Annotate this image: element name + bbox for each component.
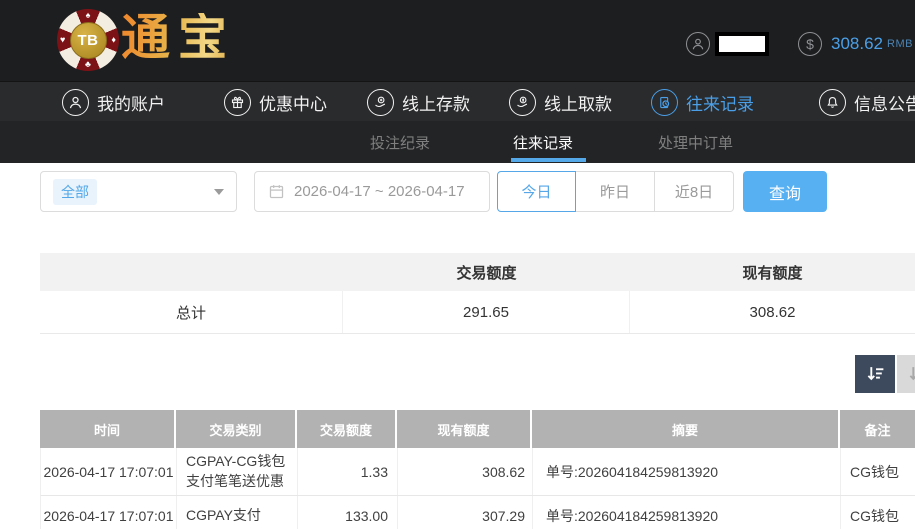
col-header-type: 交易类别 (176, 410, 297, 448)
nav-label: 往来记录 (686, 94, 754, 114)
active-tab-underline (511, 158, 586, 162)
withdraw-icon (509, 88, 536, 116)
tab-betting-records[interactable]: 投注纪录 (370, 134, 431, 152)
cell-amount: 1.33 (298, 448, 398, 496)
query-button[interactable]: 查询 (743, 171, 827, 212)
sort-descending-button[interactable] (855, 355, 895, 393)
summary-header-balance: 现有额度 (742, 264, 803, 282)
type-select[interactable]: 全部 (40, 171, 237, 212)
nav-item-transaction-records[interactable]: 往来记录 (651, 82, 754, 122)
cell-note: CG钱包 (850, 463, 899, 480)
tab-processing-orders[interactable]: 处理中订单 (658, 134, 734, 152)
summary-table: 交易额度 现有额度 总计 291.65 308.62 (40, 253, 915, 334)
nav-label: 线上存款 (402, 94, 470, 114)
cell-balance: 307.29 (398, 496, 533, 529)
tab-transaction-records[interactable]: 往来记录 (513, 134, 574, 152)
nav-item-promotions[interactable]: 优惠中心 (224, 82, 327, 122)
wallet-balance: $ 308.62 RMB (798, 32, 913, 56)
records-header-row: 时间 交易类别 交易额度 现有额度 摘要 备注 (40, 410, 915, 448)
diamond-icon: ♦ (111, 34, 116, 45)
records-table: 时间 交易类别 交易额度 现有额度 摘要 备注 2026-04-17 17:07… (40, 410, 915, 529)
col-header-time: 时间 (40, 410, 176, 448)
records-icon (651, 88, 678, 116)
nav-label: 我的账户 (97, 94, 165, 114)
account-menu[interactable] (686, 32, 769, 56)
user-icon (62, 88, 89, 116)
summary-total-label: 总计 (40, 291, 343, 333)
nav-item-my-account[interactable]: 我的账户 (62, 82, 165, 122)
redacted-username (715, 32, 769, 56)
date-range-value: 2026-04-17 ~ 2026-04-17 (294, 183, 465, 200)
summary-current-amount: 308.62 (749, 303, 796, 321)
gift-icon (224, 88, 251, 116)
logo-monogram: TB (69, 21, 107, 59)
cell-amount: 133.00 (298, 496, 398, 529)
sort-ascending-button[interactable] (897, 355, 915, 393)
cell-note: CG钱包 (850, 508, 899, 525)
sub-nav: 投注纪录 往来记录 处理中订单 (0, 121, 915, 163)
nav-item-online-deposit[interactable]: 线上存款 (367, 82, 470, 122)
quick-range-group: 今日 昨日 近8日 (497, 171, 734, 212)
balance-amount: 308.62 (831, 34, 883, 53)
top-header: ♠ ♦ ♣ ♥ TB 通宝 $ 308.62 RMB (0, 0, 915, 81)
col-header-amount: 交易额度 (297, 410, 397, 448)
cell-type: CGPAY-CG钱包支付笔笔送优惠 (177, 448, 298, 496)
cell-balance: 308.62 (398, 448, 533, 496)
summary-header-transaction: 交易额度 (456, 264, 517, 282)
money-icon: $ (798, 32, 822, 56)
summary-transaction-amount: 291.65 (343, 291, 630, 333)
table-row: 2026-04-17 17:07:01 CGPAY-CG钱包支付笔笔送优惠 1.… (40, 448, 915, 497)
casino-chip-logo-icon[interactable]: ♠ ♦ ♣ ♥ TB (57, 9, 119, 71)
cell-time: 2026-04-17 17:07:01 (41, 448, 177, 496)
club-icon: ♣ (85, 59, 91, 69)
date-range-picker[interactable]: 2026-04-17 ~ 2026-04-17 (254, 171, 490, 212)
nav-label: 优惠中心 (259, 94, 327, 114)
summary-total-row: 总计 291.65 308.62 (40, 291, 915, 334)
cell-time: 2026-04-17 17:07:01 (41, 496, 177, 529)
range-today-button[interactable]: 今日 (497, 171, 576, 212)
heart-icon: ♥ (60, 34, 66, 45)
cell-summary: 单号:202604184259813920 (533, 496, 841, 529)
chevron-down-icon (214, 188, 224, 195)
deposit-icon (367, 88, 394, 116)
type-selected-tag: 全部 (53, 178, 97, 205)
nav-item-announcements[interactable]: 信息公告 (819, 82, 915, 122)
calendar-icon (268, 183, 285, 200)
main-nav: 我的账户 优惠中心 线上存款 (0, 81, 915, 121)
bell-icon (819, 88, 846, 116)
nav-item-online-withdraw[interactable]: 线上取款 (509, 82, 612, 122)
spade-icon: ♠ (85, 10, 91, 20)
range-last8days-button[interactable]: 近8日 (655, 171, 734, 212)
col-header-note: 备注 (864, 422, 891, 438)
col-header-balance: 现有额度 (397, 410, 532, 448)
cell-type: CGPAY支付 (177, 496, 298, 529)
table-row: 2026-04-17 17:07:01 CGPAY支付 133.00 307.2… (40, 496, 915, 529)
summary-header-row: 交易额度 现有额度 (40, 253, 915, 291)
nav-label: 线上取款 (544, 94, 612, 114)
user-icon (686, 32, 710, 56)
currency-label: RMB (887, 38, 913, 50)
brand-name[interactable]: 通宝 (121, 8, 236, 66)
nav-label: 信息公告 (854, 94, 915, 114)
range-yesterday-button[interactable]: 昨日 (576, 171, 655, 212)
cell-summary: 单号:202604184259813920 (533, 448, 841, 496)
col-header-summary: 摘要 (532, 410, 840, 448)
sort-controls (855, 355, 915, 393)
summary-header-empty (40, 253, 343, 291)
